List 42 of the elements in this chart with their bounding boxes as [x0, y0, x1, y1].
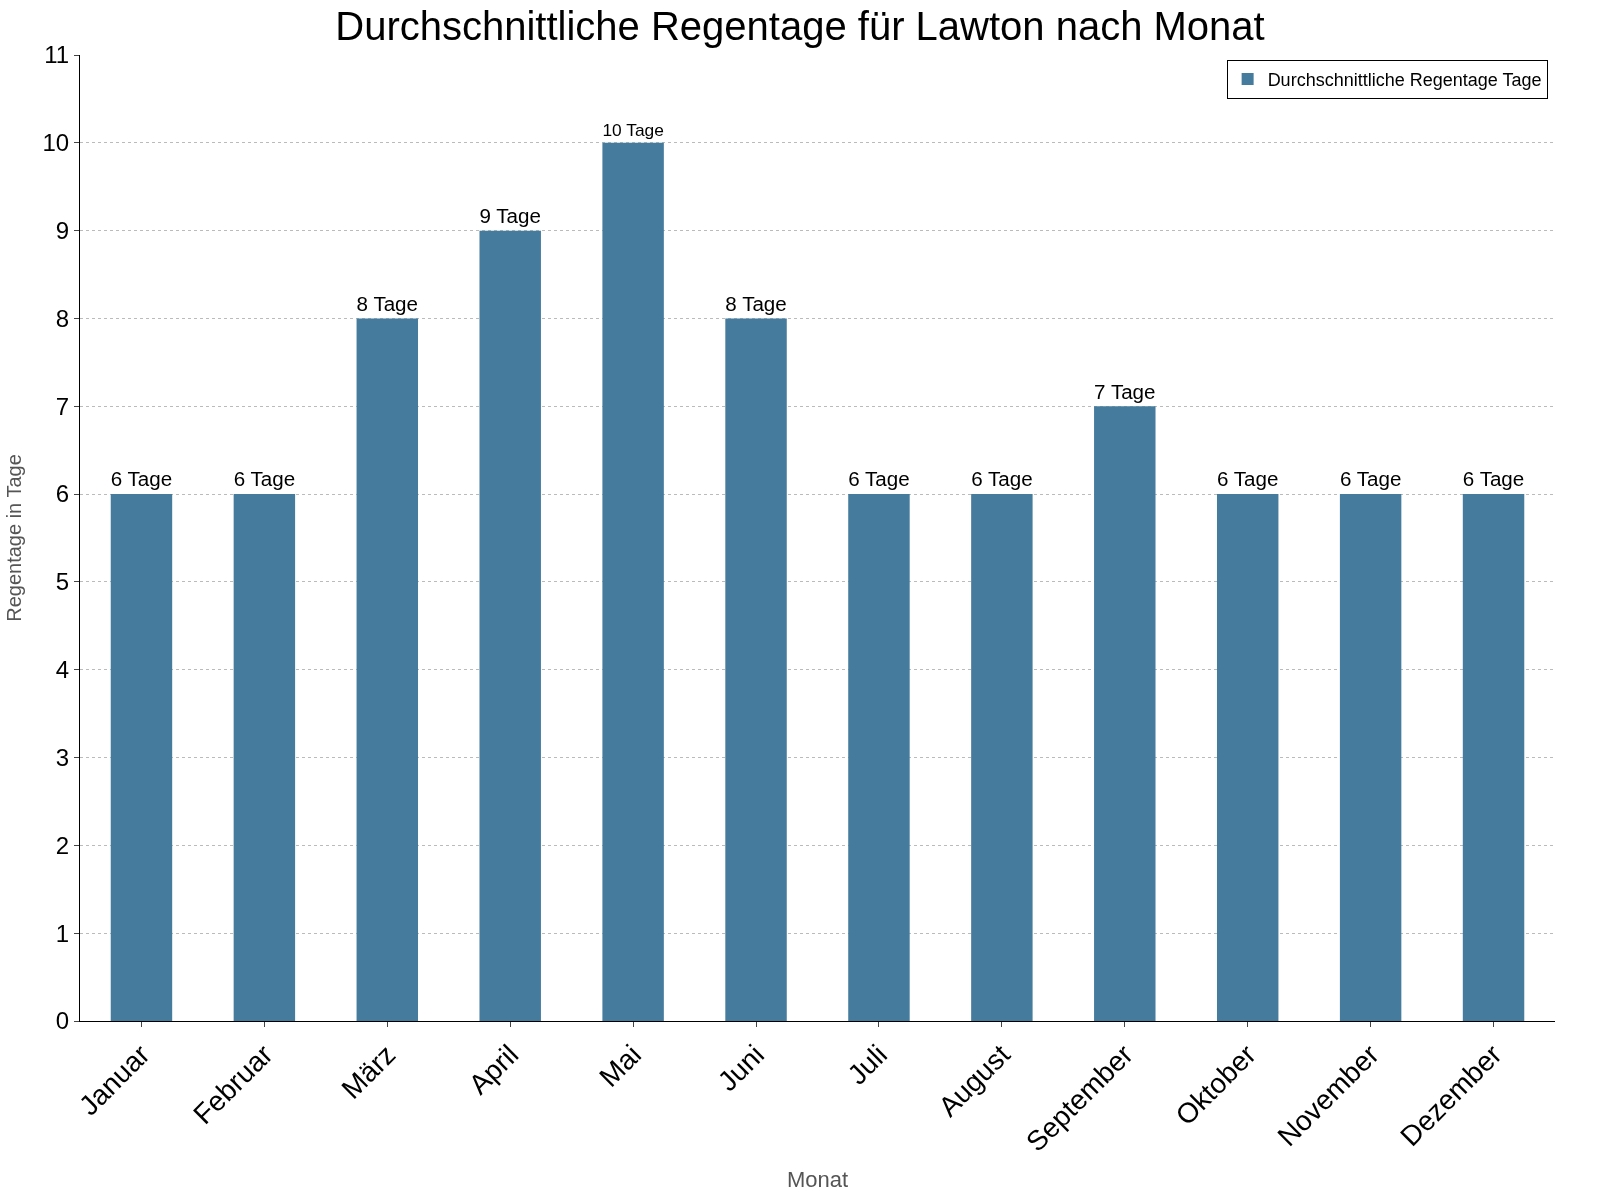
bar — [1462, 494, 1525, 1021]
bar — [725, 318, 787, 1021]
data-label: 10 Tage — [602, 119, 664, 140]
data-label: 8 Tage — [725, 291, 787, 315]
bar — [1339, 494, 1402, 1021]
data-label: 6 Tage — [1217, 467, 1279, 491]
legend-label: Durchschnittliche Regentage Tage — [1267, 70, 1542, 91]
y-tick-label: 2 — [55, 831, 70, 859]
data-label: 6 Tage — [233, 467, 296, 491]
x-tick-label: Mai — [593, 1038, 648, 1093]
y-tick-label: 0 — [55, 1007, 70, 1035]
data-label: 9 Tage — [479, 203, 541, 227]
chart-title: Durchschnittliche Regentage für Lawton nach Monat — [335, 4, 1265, 48]
y-tick-label: 9 — [55, 217, 70, 245]
data-label: 6 Tage — [848, 467, 910, 491]
y-tick-label: 8 — [55, 304, 70, 332]
data-label: 8 Tage — [356, 291, 418, 315]
y-tick-label: 7 — [55, 392, 70, 420]
bar — [1216, 494, 1279, 1021]
data-label: 6 Tage — [1339, 467, 1402, 491]
bar — [602, 142, 664, 1021]
data-label: 7 Tage — [1094, 379, 1156, 403]
data-label: 6 Tage — [110, 467, 173, 491]
bar — [848, 494, 910, 1021]
bar — [479, 230, 541, 1021]
bar — [356, 318, 419, 1021]
x-axis-title: Monat — [786, 1167, 849, 1193]
bar — [233, 494, 296, 1021]
data-label: 6 Tage — [1462, 467, 1525, 491]
y-tick-label: 6 — [55, 480, 70, 508]
y-tick-label: 1 — [55, 919, 70, 947]
y-tick-label: 3 — [55, 743, 70, 771]
y-tick-label: 11 — [44, 41, 70, 69]
y-axis-title: Regentage in Tage — [3, 454, 25, 622]
bar — [1094, 406, 1156, 1021]
x-tick-label: Juli — [841, 1038, 894, 1091]
bar — [110, 494, 173, 1021]
y-tick-label: 4 — [55, 656, 70, 684]
y-tick-label: 10 — [42, 129, 70, 157]
bar — [971, 494, 1033, 1021]
data-label: 6 Tage — [971, 467, 1033, 491]
y-tick-label: 5 — [55, 568, 70, 596]
